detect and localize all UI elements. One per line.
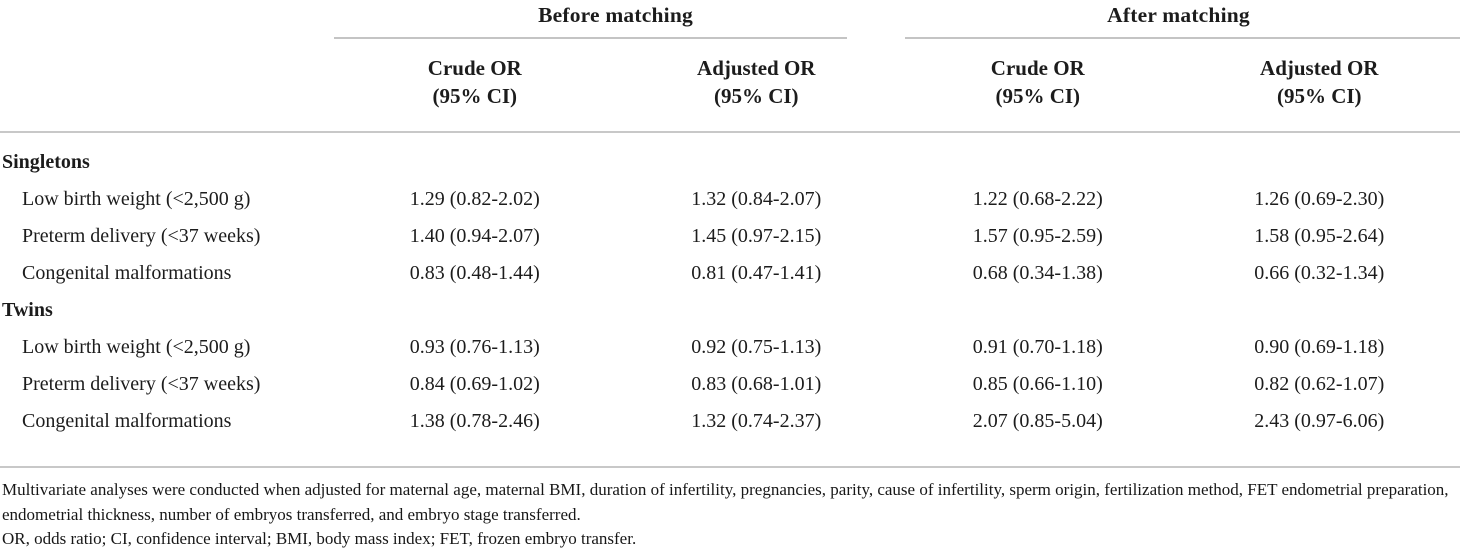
footnotes: Multivariate analyses were conducted whe… — [0, 468, 1460, 552]
column-header-sub: (95% CI) — [713, 84, 799, 108]
section-header-singletons: Singletons — [0, 144, 1460, 181]
column-header-before-crude-or: Crude OR (95% CI) — [334, 54, 616, 131]
section-title: Twins — [2, 299, 53, 321]
row-label: Congenital malformations — [22, 262, 232, 284]
cell-after-crude-or: 0.68 (0.34-1.38) — [972, 262, 1103, 284]
column-header-title: Adjusted OR — [697, 56, 816, 80]
cell-before-adjusted-or: 1.32 (0.84-2.07) — [691, 188, 822, 210]
table-row: Preterm delivery (<37 weeks) 1.40 (0.94-… — [0, 218, 1460, 255]
section-header-twins: Twins — [0, 292, 1460, 329]
row-label: Low birth weight (<2,500 g) — [22, 336, 251, 358]
column-header-after-crude-or: Crude OR (95% CI) — [897, 54, 1179, 131]
cell-after-adjusted-or: 2.43 (0.97-6.06) — [1254, 410, 1385, 432]
column-header-sub: (95% CI) — [995, 84, 1081, 108]
cell-before-adjusted-or: 1.45 (0.97-2.15) — [691, 225, 822, 247]
cell-after-crude-or: 1.22 (0.68-2.22) — [972, 188, 1103, 210]
row-label: Preterm delivery (<37 weeks) — [22, 373, 261, 395]
cell-before-crude-or: 1.29 (0.82-2.02) — [409, 188, 540, 210]
table-row: Congenital malformations 0.83 (0.48-1.44… — [0, 255, 1460, 292]
cell-before-crude-or: 0.84 (0.69-1.02) — [409, 373, 540, 395]
cell-before-adjusted-or: 1.32 (0.74-2.37) — [691, 410, 822, 432]
cell-after-adjusted-or: 0.66 (0.32-1.34) — [1254, 262, 1385, 284]
table-row: Low birth weight (<2,500 g) 0.93 (0.76-1… — [0, 329, 1460, 366]
cell-after-crude-or: 1.57 (0.95-2.59) — [972, 225, 1103, 247]
table-row: Low birth weight (<2,500 g) 1.29 (0.82-2… — [0, 181, 1460, 218]
table-body: Singletons Low birth weight (<2,500 g) 1… — [0, 133, 1460, 466]
cell-before-crude-or: 1.40 (0.94-2.07) — [409, 225, 540, 247]
row-label-column-spacer — [0, 54, 334, 131]
column-header-sub: (95% CI) — [1276, 84, 1362, 108]
group-title-after-matching: After matching — [1107, 3, 1250, 27]
group-header-row: Before matching After matching — [0, 0, 1460, 39]
group-underline-before — [334, 28, 847, 39]
cell-before-adjusted-or: 0.83 (0.68-1.01) — [691, 373, 822, 395]
column-header-before-adjusted-or: Adjusted OR (95% CI) — [616, 54, 898, 131]
column-header-sub: (95% CI) — [432, 84, 518, 108]
column-header-after-adjusted-or: Adjusted OR (95% CI) — [1179, 54, 1460, 131]
cell-after-crude-or: 0.91 (0.70-1.18) — [972, 336, 1103, 358]
footnote-abbreviations: OR, odds ratio; CI, confidence interval;… — [2, 529, 637, 548]
group-header-after-matching: After matching — [897, 0, 1460, 39]
column-header-title: Adjusted OR — [1260, 56, 1379, 80]
cell-before-adjusted-or: 0.81 (0.47-1.41) — [691, 262, 822, 284]
group-title-before-matching: Before matching — [538, 3, 693, 27]
row-label: Preterm delivery (<37 weeks) — [22, 225, 261, 247]
table-row: Preterm delivery (<37 weeks) 0.84 (0.69-… — [0, 366, 1460, 403]
header-divider-rule — [0, 131, 1460, 133]
section-title: Singletons — [2, 151, 90, 173]
footnote-adjustment-note: Multivariate analyses were conducted whe… — [2, 480, 1449, 524]
cell-before-crude-or: 1.38 (0.78-2.46) — [409, 410, 540, 432]
cell-after-adjusted-or: 0.82 (0.62-1.07) — [1254, 373, 1385, 395]
cell-after-adjusted-or: 1.26 (0.69-2.30) — [1254, 188, 1385, 210]
group-underline-after — [905, 28, 1460, 39]
cell-before-adjusted-or: 0.92 (0.75-1.13) — [691, 336, 822, 358]
group-header-before-matching: Before matching — [334, 0, 897, 39]
cell-after-crude-or: 2.07 (0.85-5.04) — [972, 410, 1103, 432]
table-row: Congenital malformations 1.38 (0.78-2.46… — [0, 403, 1460, 440]
column-header-row: Crude OR (95% CI) Adjusted OR (95% CI) C… — [0, 39, 1460, 131]
column-header-title: Crude OR — [990, 56, 1085, 80]
row-label: Low birth weight (<2,500 g) — [22, 188, 251, 210]
cell-after-adjusted-or: 1.58 (0.95-2.64) — [1254, 225, 1385, 247]
row-label: Congenital malformations — [22, 410, 232, 432]
cell-after-adjusted-or: 0.90 (0.69-1.18) — [1254, 336, 1385, 358]
column-header-title: Crude OR — [427, 56, 522, 80]
footer-divider-rule — [0, 466, 1460, 468]
cell-before-crude-or: 0.93 (0.76-1.13) — [409, 336, 540, 358]
cell-before-crude-or: 0.83 (0.48-1.44) — [409, 262, 540, 284]
cell-after-crude-or: 0.85 (0.66-1.10) — [972, 373, 1103, 395]
